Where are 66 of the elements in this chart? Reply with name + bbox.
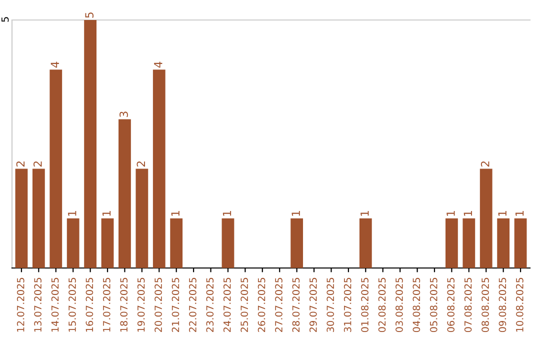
bar bbox=[136, 168, 148, 268]
bar bbox=[152, 70, 166, 268]
data-label: 2 bbox=[480, 161, 490, 167]
data-label: 1 bbox=[446, 210, 455, 216]
x-tick-label: 10.08.2025 bbox=[516, 278, 524, 332]
bar bbox=[84, 20, 96, 268]
x-tick-label: 26.07.2025 bbox=[258, 278, 266, 332]
bar bbox=[118, 119, 131, 268]
x-tick-label: 03.08.2025 bbox=[396, 278, 403, 332]
data-label: 1 bbox=[102, 210, 111, 216]
x-tick-label: 19.07.2025 bbox=[137, 278, 145, 332]
data-label: 1 bbox=[516, 210, 524, 216]
data-label: 1 bbox=[171, 210, 180, 216]
x-tick-label: 28.07.2025 bbox=[292, 278, 300, 332]
x-tick-label: 08.08.2025 bbox=[482, 278, 489, 332]
bar bbox=[50, 70, 62, 268]
x-tick-label: 25.07.2025 bbox=[240, 278, 248, 332]
x-tick-label: 04.08.2025 bbox=[412, 278, 420, 332]
bar bbox=[66, 218, 80, 268]
x-tick-label: 01.08.2025 bbox=[361, 278, 368, 332]
bar bbox=[514, 218, 527, 268]
x-tick-label: 18.07.2025 bbox=[120, 278, 128, 332]
x-tick-label: 21.07.2025 bbox=[172, 278, 180, 332]
bar bbox=[462, 218, 476, 268]
bar bbox=[101, 218, 114, 268]
data-label: 1 bbox=[464, 210, 472, 216]
x-tick-label: 15.07.2025 bbox=[68, 278, 76, 332]
x-tick-label: 06.08.2025 bbox=[447, 278, 455, 332]
data-label: 2 bbox=[136, 161, 145, 167]
bar bbox=[15, 168, 28, 268]
bar bbox=[32, 168, 45, 268]
data-label: 1 bbox=[360, 210, 369, 216]
x-tick-label: 02.08.2025 bbox=[378, 278, 386, 332]
bar bbox=[222, 218, 234, 268]
x-tick-label: 24.07.2025 bbox=[223, 278, 231, 332]
bar bbox=[446, 218, 458, 268]
x-tick-label: 29.07.2025 bbox=[309, 278, 317, 332]
bar bbox=[290, 218, 304, 268]
x-tick-label: 20.07.2025 bbox=[154, 278, 162, 332]
x-tick-label: 12.07.2025 bbox=[16, 278, 24, 332]
x-tick-label: 30.07.2025 bbox=[326, 278, 334, 332]
data-label: 1 bbox=[68, 210, 76, 216]
data-label: 3 bbox=[120, 112, 128, 117]
x-tick-label: 07.08.2025 bbox=[464, 278, 472, 332]
x-tick-label: 13.07.2025 bbox=[34, 278, 42, 332]
data-label: 1 bbox=[292, 210, 300, 216]
x-tick-label: 14.07.2025 bbox=[51, 278, 59, 332]
x-tick-label: 09.08.2025 bbox=[498, 278, 506, 332]
data-label: 5 bbox=[85, 12, 94, 18]
x-tick-label: 05.08.2025 bbox=[430, 278, 438, 332]
x-tick-label: 16.07.2025 bbox=[86, 278, 94, 332]
x-tick-label: 31.07.2025 bbox=[344, 278, 352, 332]
x-tick-label: 27.07.2025 bbox=[275, 278, 282, 332]
bar bbox=[480, 168, 492, 268]
data-label: 4 bbox=[50, 62, 59, 68]
x-tick-label: 23.07.2025 bbox=[206, 278, 214, 332]
data-label: 2 bbox=[33, 161, 42, 167]
data-label: 2 bbox=[16, 161, 25, 167]
data-label: 1 bbox=[498, 210, 506, 216]
bar bbox=[359, 218, 372, 268]
data-label: 1 bbox=[222, 210, 232, 216]
x-tick-label: 22.07.2025 bbox=[189, 278, 196, 332]
x-tick-label: 17.07.2025 bbox=[102, 278, 110, 332]
bar bbox=[170, 218, 183, 268]
data-label: 4 bbox=[154, 62, 162, 68]
bar bbox=[497, 218, 510, 268]
